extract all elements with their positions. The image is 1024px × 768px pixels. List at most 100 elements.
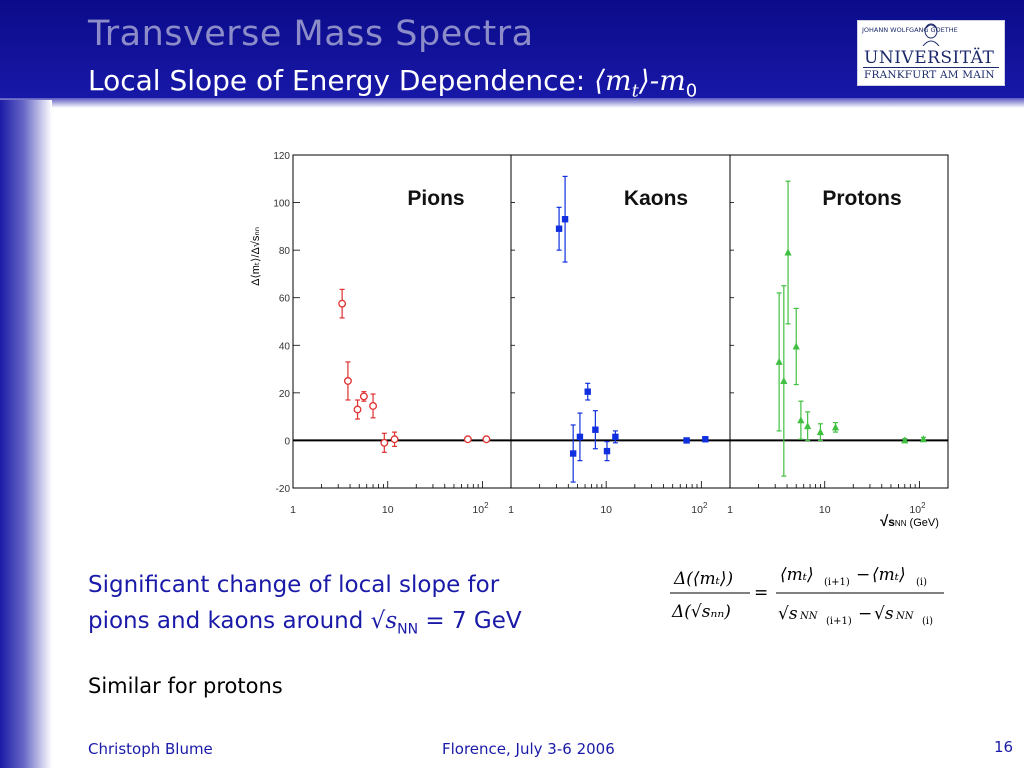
statement-sub: NN — [397, 621, 419, 638]
subtitle-text: Local Slope of Energy Dependence: — [88, 64, 595, 97]
formula-rhs-minus-top: − — [856, 565, 870, 585]
y-tick-label: 80 — [279, 246, 291, 257]
y-tick-label: 0 — [284, 436, 290, 447]
data-point-pions — [380, 438, 389, 447]
slide-subtitle: Local Slope of Energy Dependence: ⟨mt⟩-m… — [88, 64, 697, 102]
formula-lhs-numerator: Δ(⟨mₜ⟩) — [673, 569, 733, 589]
x-tick-label-exponent: 2 — [921, 501, 926, 510]
x-tick-label-exponent: 2 — [484, 501, 489, 510]
logo-sub-text: FRANKFURT AM MAIN — [864, 69, 995, 81]
side-gradient-bar — [0, 100, 52, 768]
statement-suffix: = 7 GeV — [418, 608, 522, 634]
slide-title: Transverse Mass Spectra — [88, 14, 534, 54]
formula-rhs-den-a: √s — [778, 604, 798, 624]
statement-line-2: pions and kaons around √sNN = 7 GeV — [88, 603, 522, 648]
x-axis-title-part: s — [888, 515, 895, 529]
formula-rhs-den-a-nn: NN — [799, 611, 819, 622]
slide-header — [0, 0, 1024, 98]
subtitle-math-sub-0: 0 — [685, 80, 698, 102]
x-axis-title-part: NN — [895, 519, 907, 528]
y-tick-label: 120 — [273, 151, 290, 162]
formula-rhs-den-b-sub: (i) — [922, 616, 933, 627]
x-tick-label-exponent: 2 — [703, 501, 708, 510]
formula-rhs-num-a: ⟨mₜ⟩ — [780, 565, 814, 585]
series-label-protons: Protons — [822, 187, 901, 210]
data-point-protons — [919, 435, 928, 443]
formula-rhs-num-b-sub: (i) — [916, 577, 927, 588]
subtitle-math-sub-t: t — [631, 80, 639, 102]
formula-rhs-num-b: ⟨mₜ⟩ — [872, 565, 906, 585]
data-point-kaons — [576, 433, 584, 441]
chart-data-layer — [338, 175, 928, 483]
panel-frame-3 — [729, 154, 949, 489]
formula-rhs-den-b: √s — [874, 604, 894, 624]
x-tick-label: 102 — [691, 501, 708, 516]
y-tick-label: 60 — [279, 294, 291, 305]
data-point-protons — [804, 422, 812, 430]
data-point-kaons — [592, 426, 599, 433]
logo-main-text: UNIVERSITÄT — [864, 48, 995, 68]
footer-author: Christoph Blume — [88, 740, 213, 758]
series-label-pions: Pions — [407, 187, 464, 210]
series-label-kaons: Kaons — [624, 187, 688, 210]
protons-note: Similar for protons — [88, 674, 283, 698]
data-point-pions — [463, 435, 472, 444]
data-point-protons — [797, 416, 805, 424]
y-tick-label: 100 — [273, 199, 290, 210]
data-point-pions — [353, 405, 362, 414]
formula-rhs-num-a-sub: (i+1) — [824, 577, 850, 588]
y-tick-label: 20 — [279, 389, 291, 400]
data-point-kaons — [612, 433, 619, 441]
x-tick-label: 10 — [600, 504, 612, 516]
data-point-kaons — [584, 388, 591, 395]
y-tick-label: -20 — [276, 484, 291, 495]
statement-s: s — [385, 608, 398, 634]
data-point-protons — [780, 376, 788, 384]
data-point-kaons — [561, 216, 569, 223]
data-point-protons — [792, 342, 800, 350]
x-tick-label: 102 — [472, 501, 489, 516]
data-point-protons — [901, 436, 909, 444]
data-point-protons — [816, 428, 825, 436]
data-point-kaons — [702, 436, 709, 443]
data-point-kaons — [569, 450, 577, 457]
statement-line-1: Significant change of local slope for — [88, 572, 500, 598]
slope-chart: 1 10 102 1 10 102 1 10 102 -20 0 20 40 60 80 100 120 Δ⟨mₜ… — [250, 151, 949, 530]
logo-top-text: JOHANN WOLFGANG GOETHE — [862, 26, 958, 34]
slope-formula: Δ(⟨mₜ⟩) Δ(√sₙₙ) = ⟨mₜ⟩ (i+1) − ⟨mₜ⟩ (i) … — [670, 565, 944, 627]
x-tick-label: 1 — [290, 504, 296, 516]
university-logo: JOHANN WOLFGANG GOETHE UNIVERSITÄT FRANK… — [857, 20, 1005, 86]
data-point-pions — [343, 377, 352, 385]
data-point-kaons — [683, 437, 690, 444]
subtitle-math-close: ⟩-m — [638, 64, 686, 97]
data-point-pions — [390, 435, 399, 444]
x-axis-title-part: (GeV) — [906, 517, 938, 529]
panel-frame-1 — [292, 154, 512, 489]
logo-divider — [863, 67, 999, 68]
x-tick-label: 102 — [909, 501, 926, 516]
formula-rhs-den-a-sub: (i+1) — [826, 616, 852, 627]
data-point-kaons — [555, 225, 563, 232]
data-point-protons — [775, 357, 783, 365]
chart-labels: 1 10 102 1 10 102 1 10 102 -20 0 20 40 60 80 100 120 Δ⟨mₜ… — [250, 151, 939, 530]
formula-rhs-den-b-nn: NN — [895, 611, 915, 622]
subtitle-math-open: ⟨m — [594, 64, 632, 97]
page-number: 16 — [994, 738, 1014, 756]
header-fade — [0, 98, 1024, 108]
x-tick-label: 10 — [819, 504, 831, 516]
x-tick-label: 1 — [727, 504, 733, 516]
data-point-pions — [359, 392, 368, 401]
x-tick-label: 1 — [508, 504, 514, 516]
footer-event: Florence, July 3-6 2006 — [442, 740, 615, 758]
data-point-protons — [784, 248, 792, 256]
main-statement: Significant change of local slope for pi… — [88, 567, 522, 648]
data-point-protons — [831, 423, 840, 431]
goethe-portrait-icon — [922, 23, 940, 46]
data-point-pions — [338, 299, 347, 308]
formula-equals: = — [754, 583, 768, 603]
data-point-pions — [369, 401, 378, 410]
formula-rhs-minus-bottom: − — [858, 604, 872, 624]
x-tick-label: 10 — [382, 504, 394, 516]
y-axis-title: Δ⟨mₜ⟩/Δ√sₙₙ — [250, 227, 262, 286]
data-point-pions — [482, 435, 491, 444]
